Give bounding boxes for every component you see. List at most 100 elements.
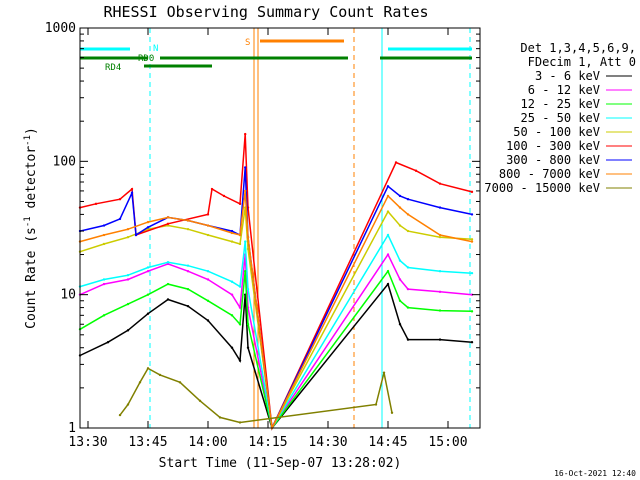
series-7-point-14 xyxy=(406,213,410,216)
series-8-point-5 xyxy=(178,381,182,384)
series-4-point-4 xyxy=(166,224,170,227)
legend-header-1: FDecim 1, Att 0 xyxy=(528,55,636,69)
series-1-point-1 xyxy=(102,282,106,286)
series-4-point-5 xyxy=(186,227,190,231)
series-3-point-8 xyxy=(238,285,242,288)
series-7-point-16 xyxy=(470,240,474,243)
series-2-point-9 xyxy=(244,269,247,273)
legend: Det 1,3,4,5,6,9,FDecim 1, Att 03 - 6 keV… xyxy=(484,41,636,195)
series-2-point-8 xyxy=(238,323,242,326)
series-4-point-8 xyxy=(238,242,242,246)
series-4-point-1 xyxy=(102,242,106,246)
y-axis: 1 10 100 1000 xyxy=(45,21,480,436)
series-8-point-10 xyxy=(382,371,386,374)
series-2-point-6 xyxy=(206,299,210,302)
series-3-point-16 xyxy=(470,271,474,275)
series-2-point-3 xyxy=(146,293,150,296)
y-tick-label-2: 100 xyxy=(53,154,76,169)
series-3-point-2 xyxy=(126,273,130,277)
series-0-point-16 xyxy=(470,341,474,344)
series-8-point-0 xyxy=(118,413,122,417)
series-7-point-10 xyxy=(246,235,250,239)
series-6-point-5 xyxy=(146,226,150,229)
series-2-point-16 xyxy=(470,310,474,313)
series-line-4 xyxy=(79,207,473,431)
series-4-point-13 xyxy=(398,224,402,227)
series-5-point-6 xyxy=(206,213,210,216)
series-8-point-3 xyxy=(146,367,150,370)
series-2-point-2 xyxy=(126,302,130,306)
series-3-point-5 xyxy=(186,264,190,267)
series-8-point-11 xyxy=(390,411,394,415)
footer-timestamp: 16-Oct-2021 12:40 xyxy=(554,469,636,478)
series-0-point-1 xyxy=(106,341,110,344)
series-0-point-12 xyxy=(386,282,390,286)
series-4-point-6 xyxy=(206,233,210,237)
series-line-8 xyxy=(119,367,393,424)
series-8-point-7 xyxy=(218,416,222,419)
series-3-point-10 xyxy=(246,287,250,291)
series-3-point-3 xyxy=(146,266,150,269)
series-3-point-6 xyxy=(206,269,210,273)
series-3-point-13 xyxy=(398,259,402,262)
series-5-point-7 xyxy=(210,187,214,191)
series-2-point-12 xyxy=(386,269,390,273)
series-0-point-2 xyxy=(126,329,130,332)
y-tick-label-0: 1 xyxy=(68,421,76,436)
legend-label-2: 12 - 25 keV xyxy=(521,97,600,111)
series-2-point-15 xyxy=(438,309,442,312)
series-1-point-15 xyxy=(438,290,442,294)
series-line-6 xyxy=(79,167,473,431)
series-1-point-8 xyxy=(238,306,242,309)
series-4-point-15 xyxy=(438,235,442,239)
series-1-point-4 xyxy=(166,262,170,266)
series-6-point-11 xyxy=(244,166,247,169)
flag-label-rd4: RD4 xyxy=(105,63,121,73)
series-1-point-14 xyxy=(406,287,410,291)
x-tick-label-0: 13:30 xyxy=(68,435,107,450)
series-0-point-4 xyxy=(166,298,170,301)
series-8-point-8 xyxy=(238,421,242,424)
series-line-7 xyxy=(79,190,473,431)
series-7-point-3 xyxy=(146,220,150,224)
series-0-point-7 xyxy=(230,346,234,349)
series-1-point-7 xyxy=(230,293,234,296)
series-2-point-4 xyxy=(166,282,170,286)
series-0-point-3 xyxy=(146,312,150,315)
series-6-point-4 xyxy=(134,233,138,237)
plot-area: N S RD0 RD4 xyxy=(78,28,474,431)
series-5-point-2 xyxy=(118,197,122,201)
series-6-point-14 xyxy=(386,185,390,188)
series-0-point-10 xyxy=(246,346,250,349)
series-1-point-12 xyxy=(386,253,390,256)
series-4-point-12 xyxy=(386,210,390,213)
series-8-point-9 xyxy=(374,403,378,406)
x-axis: 13:30 13:45 14:00 14:15 14:30 14:45 15:00 xyxy=(68,28,468,450)
series-4-point-16 xyxy=(470,238,474,241)
series-5-point-10 xyxy=(244,132,247,136)
legend-label-4: 50 - 100 keV xyxy=(513,125,600,139)
series-line-1 xyxy=(79,252,473,430)
series-0-point-5 xyxy=(186,304,190,308)
series-0-point-15 xyxy=(438,338,442,341)
x-tick-label-6: 15:00 xyxy=(428,435,467,450)
y-axis-label: Count Rate (s-1 detector-1) xyxy=(23,127,39,329)
series-0-point-14 xyxy=(406,338,410,341)
legend-label-8: 7000 - 15000 keV xyxy=(484,181,600,195)
series-3-point-7 xyxy=(230,280,234,283)
series-2-point-7 xyxy=(230,314,234,317)
legend-label-7: 800 - 7000 keV xyxy=(499,167,600,181)
series-line-3 xyxy=(79,233,473,431)
plot-frame xyxy=(79,27,481,429)
series-6-point-1 xyxy=(102,224,106,227)
series-5-point-13 xyxy=(394,161,398,164)
series-6-point-3 xyxy=(130,191,134,195)
series-7-point-9 xyxy=(244,189,247,193)
series-4-point-14 xyxy=(406,229,410,233)
series-5-point-16 xyxy=(470,190,474,194)
series-4-point-2 xyxy=(126,235,130,239)
series-2-point-14 xyxy=(406,306,410,309)
series-2-point-10 xyxy=(246,323,250,326)
series-7-point-15 xyxy=(438,233,442,237)
